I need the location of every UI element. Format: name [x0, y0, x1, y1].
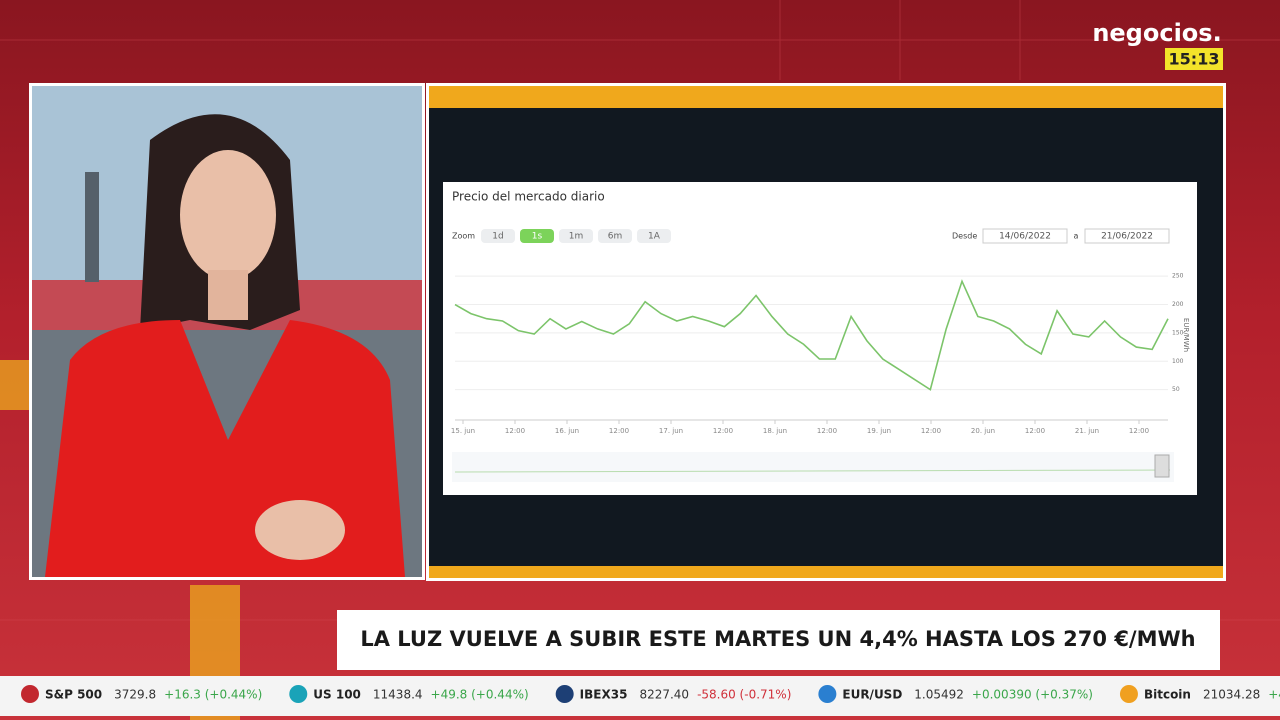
zoom-button[interactable]: [520, 229, 554, 243]
from-label: Desde: [952, 232, 977, 241]
ticker-price: 8227.40: [639, 688, 689, 702]
y-tick-label: 150: [1172, 329, 1184, 336]
y-tick-label: 200: [1172, 301, 1184, 308]
chart-title: Precio del mercado diario: [452, 190, 605, 204]
presenter-neck: [208, 270, 248, 320]
ticker-icon: [289, 685, 308, 703]
from-input[interactable]: [982, 228, 1068, 244]
to-input[interactable]: [1084, 228, 1170, 244]
ticker-change: +49.8 (+0.44%): [431, 688, 529, 702]
zoom-button-label: 1s: [532, 232, 543, 242]
ticker-price: 11438.4: [373, 688, 423, 702]
x-tick-label: 20. jun: [971, 427, 995, 435]
ticker-icon: [818, 685, 837, 703]
y-tick-label: 50: [1172, 386, 1180, 393]
y-tick-label: 100: [1172, 358, 1184, 365]
x-tick-label: 12:00: [609, 427, 629, 435]
zoom-button[interactable]: [559, 229, 593, 243]
from-date: 14/06/2022: [999, 232, 1051, 242]
ticker-icon: [555, 685, 574, 703]
ticker-name: Bitcoin: [1144, 688, 1191, 702]
y-tick-label: 250: [1172, 273, 1184, 280]
ticker-name: S&P 500: [45, 688, 102, 702]
headline-bar: [337, 610, 1220, 670]
clock: 15:13: [1169, 50, 1220, 69]
ticker-name: IBEX35: [580, 688, 628, 702]
x-tick-label: 12:00: [713, 427, 733, 435]
x-tick-label: 12:00: [817, 427, 837, 435]
ticker-name: US 100: [313, 688, 361, 702]
headline: LA LUZ VUELVE A SUBIR ESTE MARTES UN 4,4…: [360, 627, 1195, 651]
ticker-bar: [0, 676, 1280, 716]
to-date: 21/06/2022: [1101, 232, 1153, 242]
navigator: [452, 452, 1174, 482]
zoom-button[interactable]: [481, 229, 515, 243]
x-tick-label: 18. jun: [763, 427, 787, 435]
x-tick-label: 12:00: [921, 427, 941, 435]
x-tick-label: 12:00: [1025, 427, 1045, 435]
ticker-price: 3729.8: [114, 688, 156, 702]
panel-top-bar: [429, 86, 1223, 108]
zoom-label: Zoom: [452, 232, 475, 241]
ticker-icon: [1119, 685, 1138, 703]
panel-bottom-bar: [429, 566, 1223, 578]
zoom-button-label: 1A: [648, 232, 661, 242]
zoom-button[interactable]: [637, 229, 671, 243]
ticker-price: 1.05492: [914, 688, 964, 702]
bg-accent: [0, 360, 30, 410]
ticker-name: EUR/USD: [842, 688, 902, 702]
ticker-change: +478.84 (+2.33%): [1268, 688, 1280, 702]
x-tick-label: 12:00: [1129, 427, 1149, 435]
zoom-button-label: 6m: [608, 232, 623, 242]
ticker-price: 21034.28: [1203, 688, 1260, 702]
ticker-change: +16.3 (+0.44%): [164, 688, 262, 702]
zoom-button[interactable]: [598, 229, 632, 243]
zoom-button-label: 1d: [492, 232, 503, 242]
presenter-face: [180, 150, 276, 280]
ticker-change: -58.60 (-0.71%): [697, 688, 791, 702]
zoom-button-label: 1m: [569, 232, 584, 242]
x-tick-label: 12:00: [505, 427, 525, 435]
to-label: a: [1074, 232, 1079, 241]
x-tick-label: 16. jun: [555, 427, 579, 435]
y-axis-title: EUR/MWh: [1182, 318, 1190, 352]
video-building: [85, 172, 99, 282]
navigator-line: [454, 469, 1171, 473]
x-tick-label: 21. jun: [1075, 427, 1099, 435]
brand-name: negocios.: [1092, 19, 1221, 47]
ticker-icon: [21, 685, 39, 703]
clock-box: [1165, 48, 1223, 70]
x-tick-label: 19. jun: [867, 427, 891, 435]
price-line: [454, 279, 1169, 391]
chart-card: [443, 182, 1197, 495]
presenter-hands: [255, 500, 345, 560]
x-tick-label: 15. jun: [451, 427, 475, 435]
x-tick-label: 17. jun: [659, 427, 683, 435]
navigator-handle[interactable]: [1154, 454, 1170, 478]
ticker-change: +0.00390 (+0.37%): [972, 688, 1093, 702]
